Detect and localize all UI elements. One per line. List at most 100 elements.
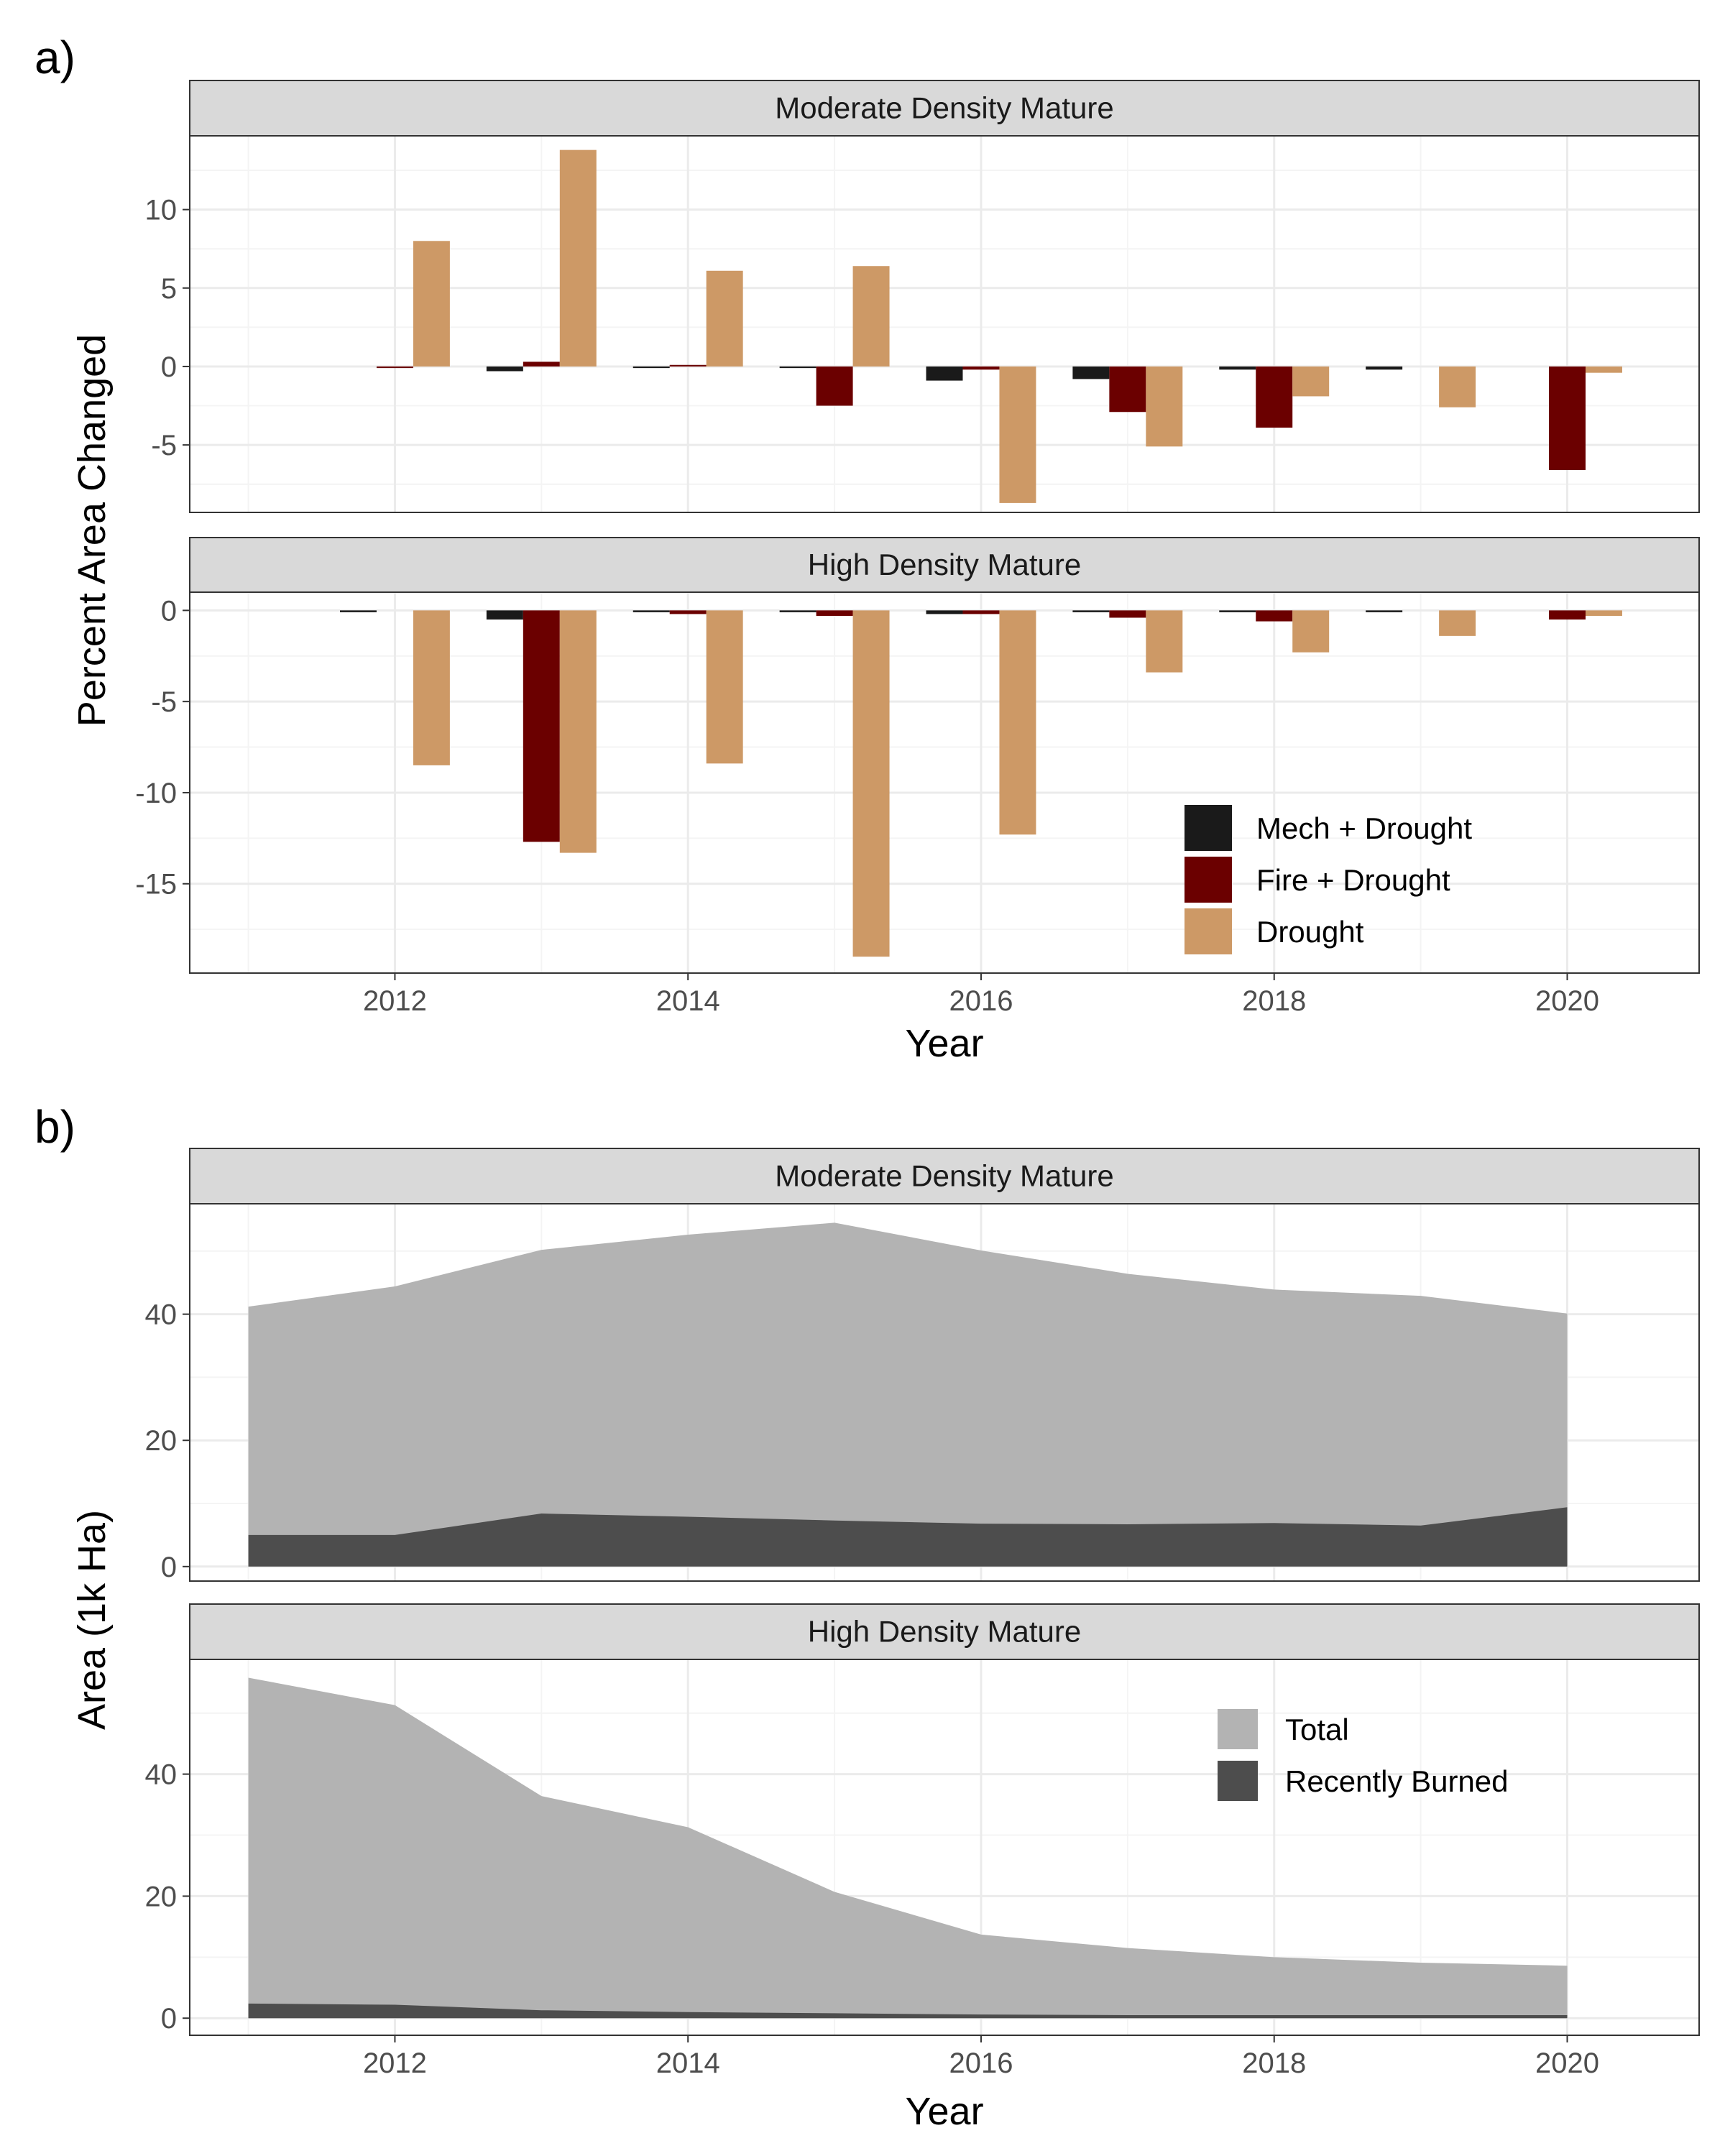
bar-mech-drought-2015	[779, 610, 816, 612]
bar-mech-drought-2018	[1219, 366, 1256, 370]
y-tick-label: -5	[151, 430, 177, 461]
facet-title: Moderate Density Mature	[775, 91, 1114, 125]
bar-mech-drought-2019	[1366, 610, 1403, 612]
bar-drought-2018	[1292, 366, 1330, 397]
facet-strip	[189, 1148, 1700, 1204]
bar-fire-drought-2014	[669, 364, 707, 367]
legend-panel-a: Mech + Drought Fire + Drought Drought	[1184, 805, 1472, 954]
facet-title: High Density Mature	[808, 1615, 1081, 1649]
bar-drought-2014	[706, 270, 743, 367]
bar-drought-2013	[559, 149, 597, 367]
bar-fire-drought-2017	[1109, 366, 1146, 413]
legend-key-recently-burned	[1218, 1761, 1258, 1801]
bar-drought-2017	[1146, 366, 1183, 447]
panel-a-letter: a)	[34, 32, 75, 83]
facet-moderate-density-bar: Moderate Density Mature 10 5 0 -5	[145, 80, 1700, 513]
legend-label-recently-burned: Recently Burned	[1285, 1764, 1509, 1798]
x-tick-label: 2014	[656, 985, 720, 1017]
bar-drought-2020	[1585, 610, 1622, 616]
area-recently-burned	[248, 2003, 1568, 2019]
panel-border	[189, 1659, 1700, 2036]
bar-mech-drought-2015	[779, 366, 816, 369]
y-tick-label: 0	[161, 2003, 177, 2035]
bar-fire-drought-2020	[1549, 366, 1586, 471]
area-total	[248, 1222, 1568, 1567]
bar-fire-drought-2014	[669, 610, 707, 614]
panel-a-x-axis-title: Year	[905, 1022, 983, 1065]
bar-drought-2019	[1439, 366, 1476, 407]
x-tick-label: 2018	[1242, 985, 1306, 1017]
bar-drought-2019	[1439, 610, 1476, 636]
bar-mech-drought-2013	[486, 366, 523, 372]
legend-label-mech-drought: Mech + Drought	[1256, 811, 1472, 845]
bar-fire-drought-2017	[1109, 610, 1146, 618]
bar-fire-drought-2015	[816, 610, 853, 616]
y-tick-label: 40	[145, 1299, 178, 1331]
facet-title: Moderate Density Mature	[775, 1159, 1114, 1193]
bar-mech-drought-2017	[1072, 610, 1110, 612]
bar-drought-2012	[413, 241, 450, 367]
x-tick-label: 2018	[1242, 2047, 1306, 2079]
x-tick-label: 2016	[949, 2047, 1013, 2079]
panel-b-y-axis-title: Area (1k Ha)	[70, 1510, 114, 1730]
panel-b-x-axis-title: Year	[905, 2090, 983, 2133]
bar-fire-drought-2016	[962, 610, 1000, 614]
facet-high-density-bar: High Density Mature 0 -5 -10 -15 2012 2014 2016…	[135, 537, 1700, 1017]
y-tick-label: 0	[161, 351, 177, 383]
facet-high-density-area: High Density Mature 40 20 0 2012 2014 2016 2018…	[145, 1603, 1700, 2079]
bar-drought-2015	[852, 610, 890, 957]
bar-mech-drought-2012	[339, 610, 377, 612]
bar-mech-drought-2014	[632, 366, 670, 369]
y-tick-label: -5	[151, 686, 177, 718]
area-total	[248, 1677, 1568, 2019]
bar-drought-2013	[559, 610, 597, 853]
legend-key-drought	[1184, 908, 1232, 954]
panel-a-y-axis-title: Percent Area Changed	[70, 334, 114, 727]
bar-mech-drought-2017	[1072, 366, 1110, 379]
panel-border	[189, 135, 1700, 513]
facet-moderate-density-area: Moderate Density Mature 40 20 0	[145, 1148, 1700, 1583]
x-tick-label: 2020	[1535, 985, 1599, 1017]
y-tick-label: 40	[145, 1759, 178, 1791]
bar-drought-2018	[1292, 610, 1330, 653]
bar-mech-drought-2016	[926, 610, 963, 614]
legend-key-total	[1218, 1709, 1258, 1749]
bar-mech-drought-2013	[486, 610, 523, 620]
y-tick-label: -15	[135, 869, 177, 900]
bar-mech-drought-2016	[926, 366, 963, 381]
legend-label-drought: Drought	[1256, 915, 1364, 949]
bar-fire-drought-2013	[523, 361, 560, 367]
panel-b-letter: b)	[34, 1101, 75, 1153]
data-marks	[248, 1222, 1568, 1567]
bar-drought-2015	[852, 266, 890, 367]
x-tick-label: 2012	[363, 985, 427, 1017]
data-marks	[339, 610, 1622, 957]
x-tick-label: 2012	[363, 2047, 427, 2079]
bar-drought-2014	[706, 610, 743, 764]
panel-border	[189, 591, 1700, 974]
panel-border	[189, 1203, 1700, 1582]
bar-mech-drought-2019	[1366, 366, 1403, 370]
bar-drought-2020	[1585, 366, 1622, 373]
legend-key-mech-drought	[1184, 805, 1232, 851]
x-tick-label: 2020	[1535, 2047, 1599, 2079]
y-tick-label: 10	[145, 195, 178, 226]
facet-strip	[189, 1603, 1700, 1660]
facet-strip	[189, 80, 1700, 137]
facet-strip	[189, 537, 1700, 593]
bar-drought-2012	[413, 610, 450, 765]
legend-label-fire-drought: Fire + Drought	[1256, 863, 1450, 897]
x-tick-label: 2014	[656, 2047, 720, 2079]
facet-title: High Density Mature	[808, 548, 1081, 581]
y-tick-label: 20	[145, 1425, 178, 1457]
y-tick-label: 0	[161, 1552, 177, 1583]
bar-drought-2016	[999, 610, 1036, 835]
area-recently-burned	[248, 1507, 1568, 1567]
bar-mech-drought-2014	[632, 610, 670, 612]
data-marks	[248, 1677, 1568, 2019]
bar-fire-drought-2015	[816, 366, 853, 406]
x-tick-label: 2016	[949, 985, 1013, 1017]
y-tick-label: 5	[161, 273, 177, 305]
bar-drought-2016	[999, 366, 1036, 503]
